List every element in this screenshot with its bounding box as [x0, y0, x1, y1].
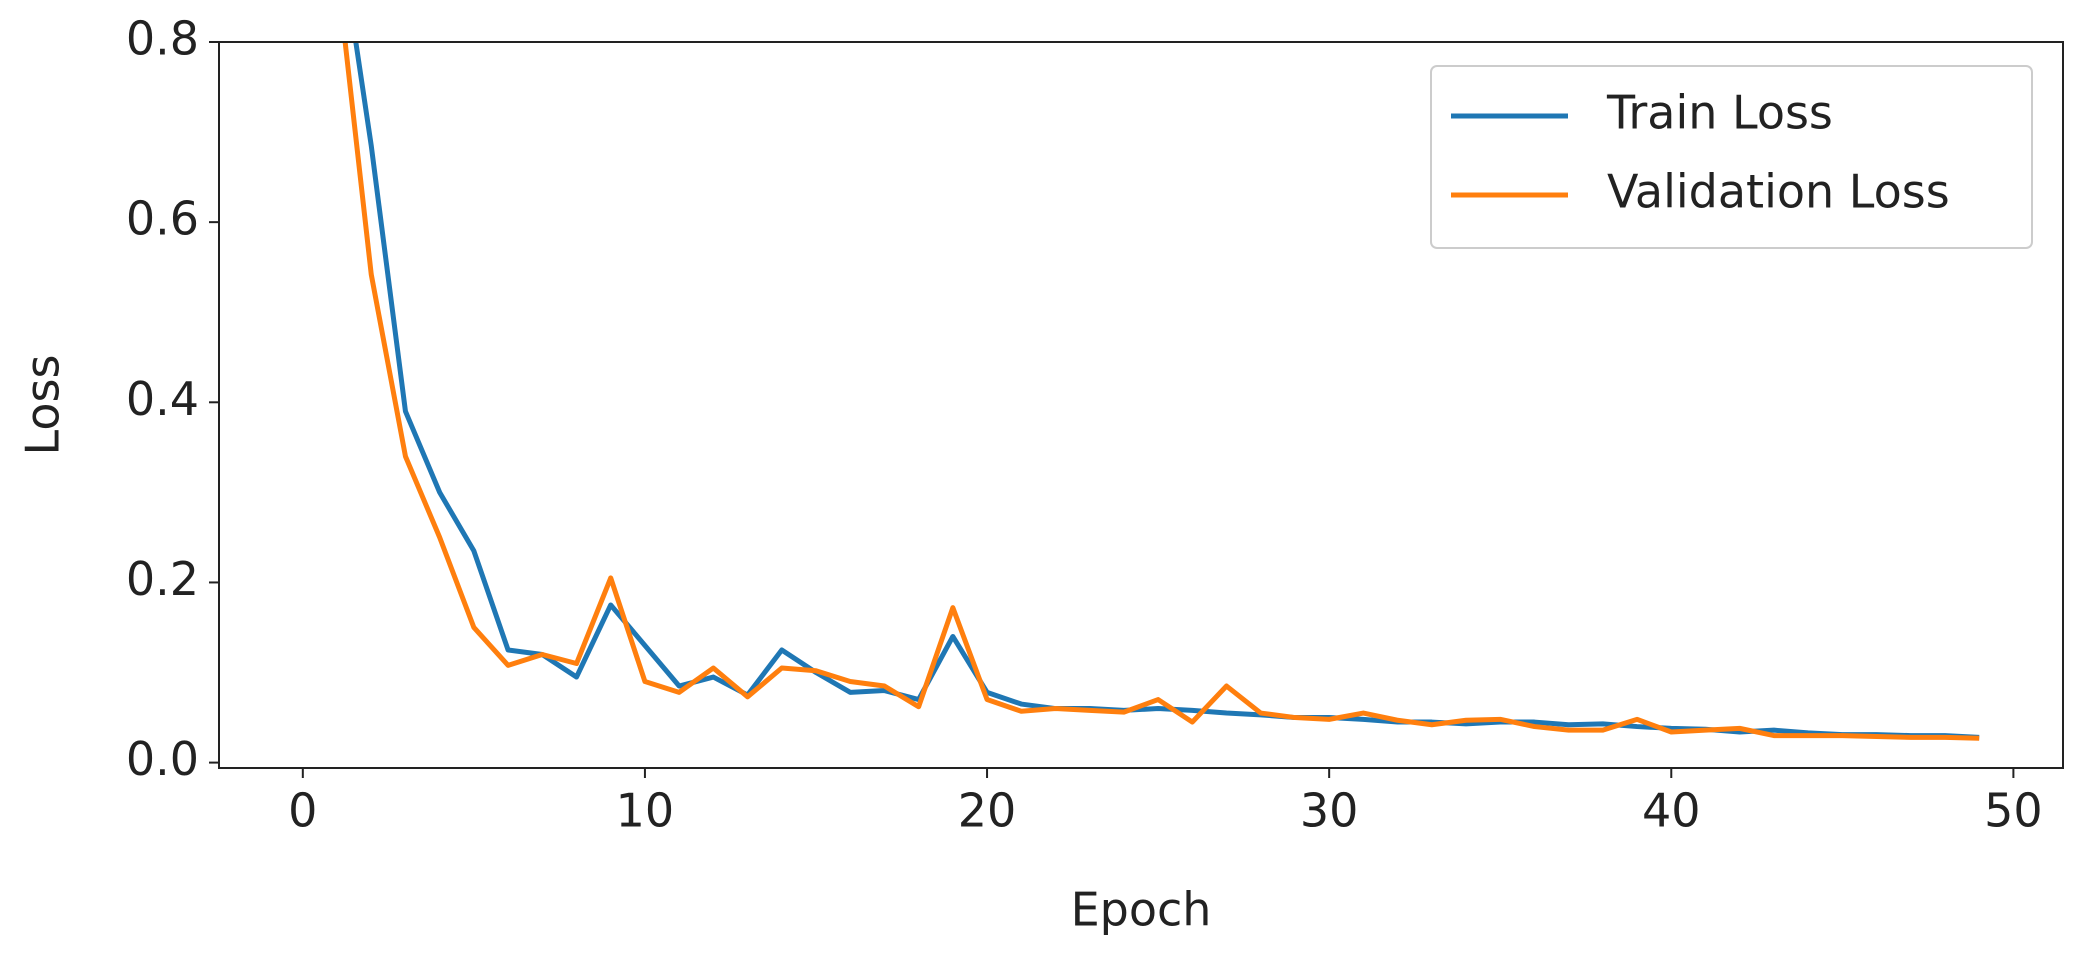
y-tick-label: 0.0	[126, 732, 199, 786]
plot-frame	[218, 41, 2064, 769]
x-tick-label: 50	[1984, 784, 2043, 838]
y-tick-label: 0.2	[126, 552, 199, 606]
y-tick-label: 0.8	[126, 12, 199, 66]
legend-label: Train Loss	[1606, 86, 1833, 140]
series-line	[342, 42, 1980, 741]
x-axis-label: Epoch	[1071, 883, 1212, 937]
y-tick-label: 0.6	[126, 192, 199, 246]
legend-label: Validation Loss	[1607, 165, 1950, 219]
legend-box	[1430, 65, 2033, 249]
x-tick-label: 0	[288, 784, 317, 838]
x-tick-label: 20	[958, 784, 1017, 838]
x-tick-label: 10	[616, 784, 675, 838]
y-axis-label: Loss	[16, 355, 70, 456]
y-tick-label: 0.4	[126, 372, 199, 426]
x-tick-label: 30	[1300, 784, 1359, 838]
x-tick-label: 40	[1642, 784, 1701, 838]
plot-lines	[342, 42, 1980, 741]
